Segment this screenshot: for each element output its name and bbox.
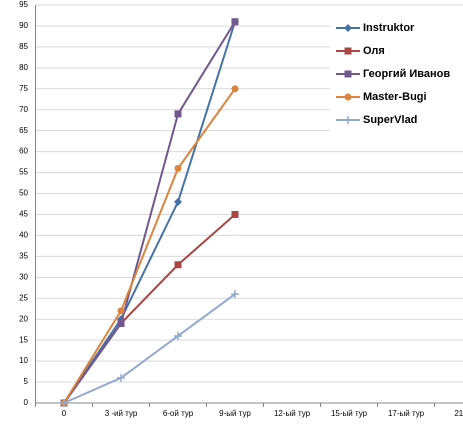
- x-tick-label: 9-ый тур: [219, 409, 251, 418]
- y-tick-label: 95: [19, 0, 28, 9]
- x-tick-label: 21-ы: [454, 409, 463, 418]
- legend-label: Master-Bugi: [363, 91, 427, 103]
- series-line: [63, 21, 236, 404]
- y-tick-label: 40: [19, 231, 28, 240]
- y-tick-label: 60: [19, 147, 28, 156]
- data-point: [174, 331, 182, 340]
- legend-marker: [344, 116, 352, 124]
- y-tick-label: 0: [24, 398, 29, 407]
- y-tick-label: 15: [19, 335, 28, 344]
- legend-marker: [344, 24, 352, 32]
- legend-label: SuperVlad: [363, 114, 417, 126]
- legend-marker: [344, 47, 352, 55]
- y-tick-label: 5: [24, 377, 29, 386]
- data-point: [117, 307, 125, 315]
- legend-marker: [344, 93, 352, 101]
- y-tick-label: 80: [19, 63, 28, 72]
- data-point: [174, 110, 182, 118]
- y-tick-label: 35: [19, 251, 28, 260]
- y-tick-label: 75: [19, 84, 28, 93]
- y-tick-label: 70: [19, 105, 28, 114]
- legend-marker: [344, 70, 352, 78]
- x-tick-label: 12-ый тур: [274, 409, 311, 418]
- y-tick-label: 30: [19, 272, 28, 281]
- legend-label: Георгий Иванов: [363, 68, 450, 80]
- data-point: [117, 319, 125, 327]
- legend-label: Instruktor: [363, 22, 415, 34]
- y-tick-label: 45: [19, 210, 28, 219]
- y-tick-label: 10: [19, 356, 28, 365]
- data-point: [60, 399, 68, 407]
- series-line: [63, 88, 236, 404]
- legend-label: Оля: [363, 45, 385, 57]
- data-point: [231, 290, 239, 299]
- y-tick-label: 25: [19, 293, 28, 302]
- data-point: [231, 210, 239, 218]
- x-tick-label: 3 -ий тур: [105, 409, 138, 418]
- y-tick-label: 55: [19, 168, 28, 177]
- data-point: [174, 261, 182, 269]
- data-point: [174, 197, 182, 206]
- series-line: [63, 293, 236, 404]
- x-tick-label: 6-ой тур: [163, 409, 194, 418]
- series-line: [63, 213, 236, 404]
- data-point: [231, 85, 239, 93]
- x-tick-label: 17-ый тур: [388, 409, 425, 418]
- data-point: [174, 164, 182, 172]
- data-point: [231, 18, 239, 26]
- y-tick-label: 50: [19, 189, 28, 198]
- y-tick-label: 85: [19, 42, 28, 51]
- y-tick-label: 20: [19, 314, 28, 323]
- y-tick-label: 90: [19, 21, 28, 30]
- series-line: [63, 21, 236, 404]
- y-tick-label: 65: [19, 126, 28, 135]
- x-tick-label: 0: [62, 409, 67, 418]
- x-tick-label: 15-ый тур: [331, 409, 368, 418]
- data-point: [117, 373, 125, 382]
